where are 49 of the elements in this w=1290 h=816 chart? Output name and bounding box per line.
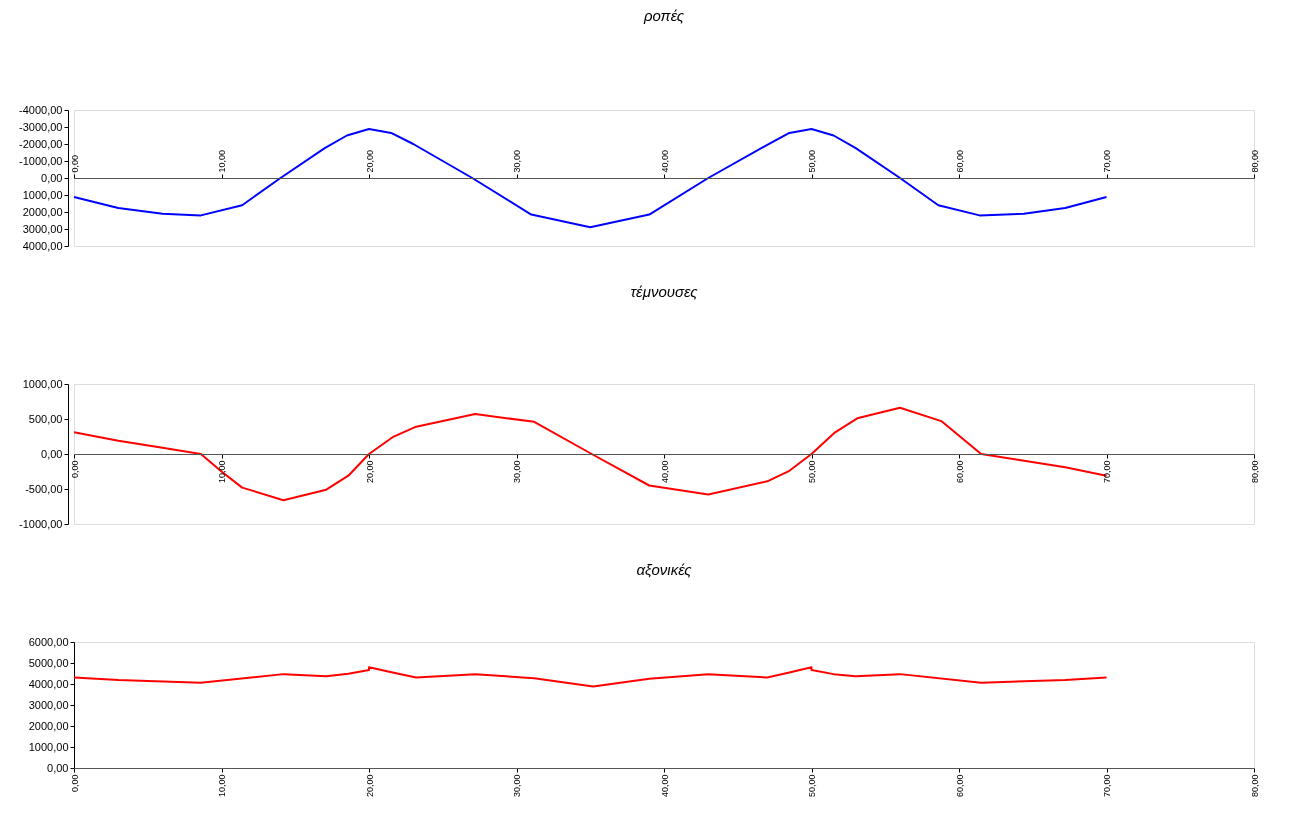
x-tick-label: 50,00: [807, 149, 817, 173]
y-tick-label: 1000,00: [22, 188, 63, 201]
x-tick-label: 40,00: [659, 149, 670, 173]
x-tick-label: 30,00: [512, 460, 522, 484]
y-tick-label: 2000,00: [22, 205, 63, 218]
x-tick-label: 40,00: [659, 460, 670, 484]
y-tick-label: -2000,00: [19, 137, 63, 150]
y-tick-label: 500,00: [28, 412, 63, 425]
x-tick-label: 10,00: [217, 774, 227, 798]
x-tick-label: 80,00: [1249, 460, 1260, 484]
x-tick-label: 50,00: [807, 774, 817, 798]
x-tick-label: 60,00: [954, 774, 965, 798]
y-tick-label: -4000,00: [19, 103, 63, 116]
y-tick-label: 2000,00: [28, 719, 69, 732]
y-tick-label: 4000,00: [22, 239, 63, 252]
x-tick-label: 70,00: [1102, 460, 1112, 484]
chart-title: ροπές: [642, 7, 685, 24]
x-tick-label: 80,00: [1249, 774, 1260, 798]
y-tick-label: -1000,00: [19, 154, 63, 167]
x-tick-label: 30,00: [512, 149, 522, 173]
y-tick-label: 5000,00: [28, 656, 69, 669]
x-tick-label: 30,00: [512, 774, 522, 798]
y-tick-label: 0,00: [41, 171, 63, 184]
y-tick-label: 0,00: [41, 447, 63, 460]
x-tick-label: 20,00: [364, 460, 375, 484]
chart-title: αξονικές: [636, 561, 693, 578]
x-tick-label: 80,00: [1249, 149, 1260, 173]
x-tick-label: 70,00: [1102, 774, 1112, 798]
x-tick-label: 10,00: [217, 460, 227, 484]
x-tick-label: 50,00: [807, 460, 817, 484]
y-tick-label: 6000,00: [28, 635, 69, 648]
y-tick-label: 0,00: [47, 761, 69, 774]
y-tick-label: 4000,00: [28, 677, 69, 690]
x-tick-label: 60,00: [954, 460, 965, 484]
y-tick-label: 1000,00: [22, 377, 63, 390]
y-tick-label: 3000,00: [22, 222, 63, 235]
x-tick-label: 10,00: [217, 149, 227, 173]
y-tick-label: -500,00: [25, 482, 63, 495]
line-series: [73, 666, 1108, 688]
y-tick-label: 3000,00: [28, 698, 69, 711]
x-tick-label: 60,00: [954, 149, 965, 173]
y-tick-label: 1000,00: [28, 740, 69, 753]
chart-title: τέμνουσες: [630, 283, 699, 300]
x-tick-label: 40,00: [659, 774, 670, 798]
x-tick-label: 70,00: [1102, 149, 1112, 173]
x-tick-label: 20,00: [364, 149, 375, 173]
x-tick-label: 20,00: [364, 774, 375, 798]
y-tick-label: -3000,00: [19, 120, 63, 133]
y-tick-label: -1000,00: [19, 517, 63, 530]
